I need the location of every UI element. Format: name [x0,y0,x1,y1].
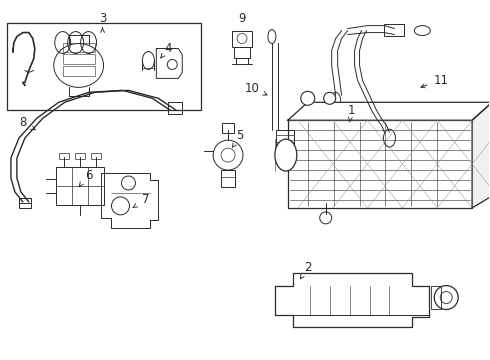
Bar [385,24,404,36]
Text: 1: 1 [348,104,355,117]
Bar [7,23,201,110]
Text: 4: 4 [165,42,172,55]
Text: 7: 7 [142,193,149,206]
Text: 2: 2 [304,261,312,274]
Bar [19,198,31,208]
Text: 9: 9 [238,12,246,25]
Bar [431,285,441,310]
Text: 5: 5 [236,129,244,142]
Text: 6: 6 [85,168,92,181]
Bar [221,170,235,187]
Bar [63,67,95,76]
Bar [276,130,294,152]
Circle shape [324,92,336,104]
Text: 3: 3 [99,12,106,25]
Bar [63,54,95,64]
Bar [56,167,103,205]
Bar [63,42,95,53]
Bar [222,123,234,133]
Bar [288,120,472,208]
Text: 10: 10 [245,82,259,95]
Bar [232,31,252,46]
Polygon shape [472,102,490,208]
Bar [168,102,182,114]
Polygon shape [288,102,490,120]
Ellipse shape [275,139,297,171]
Bar [234,46,250,58]
Bar [91,153,100,159]
Text: 8: 8 [19,116,26,129]
Circle shape [301,91,315,105]
Bar [74,153,85,159]
Bar [59,153,69,159]
Text: 11: 11 [434,74,449,87]
